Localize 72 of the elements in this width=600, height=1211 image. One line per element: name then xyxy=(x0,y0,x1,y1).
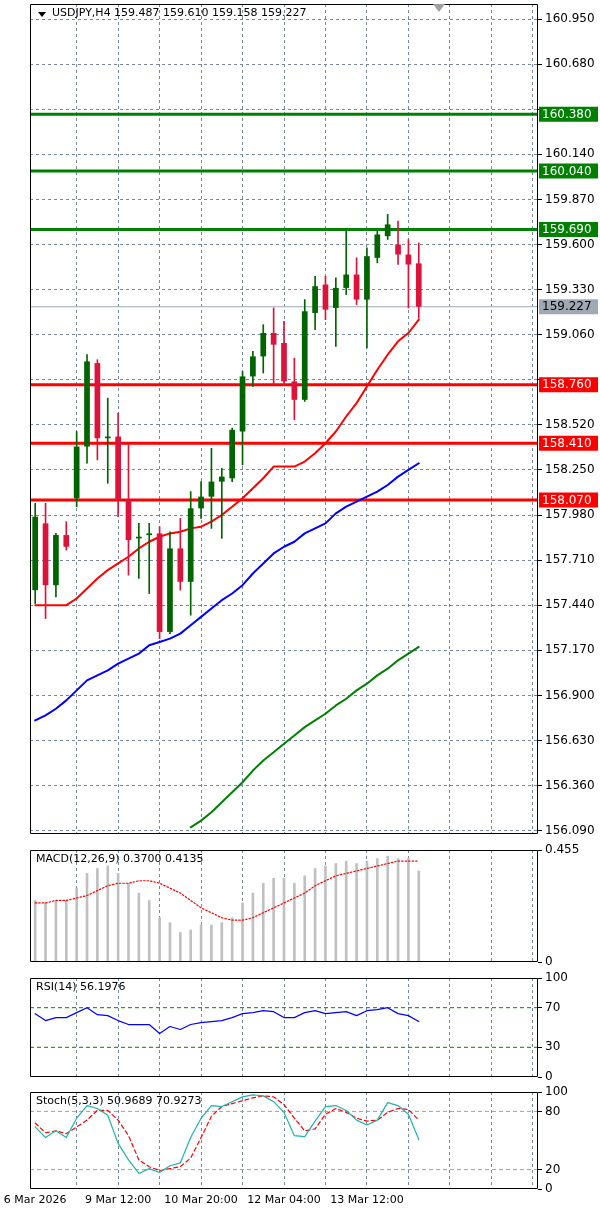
x-tick-label: 6 Mar 2026 xyxy=(3,1193,67,1207)
ref-line-label: 159.227 xyxy=(542,299,592,314)
bar xyxy=(407,858,410,962)
y-tick-label: 30 xyxy=(545,1039,561,1054)
candlestick xyxy=(395,220,401,265)
y-tick-label: 80 xyxy=(545,1103,561,1118)
y-tick-label: 160.140 xyxy=(545,146,595,161)
bar xyxy=(127,882,130,962)
y-tick-label: 159.330 xyxy=(545,281,595,296)
bar xyxy=(44,902,47,962)
y-tick-label: 0 xyxy=(545,954,553,969)
bar xyxy=(355,863,358,962)
y-tick-label: 156.090 xyxy=(545,822,595,837)
y-tick-label: 0.455 xyxy=(545,842,580,857)
candlestick xyxy=(343,230,350,295)
chart-title: Stoch(5,3,3) 50.9689 70.9273 xyxy=(36,1094,202,1108)
chart-title: RSI(14) 56.1976 xyxy=(36,980,126,994)
y-tick-label: 100 xyxy=(545,1084,568,1099)
bar xyxy=(75,887,78,962)
ref-line-label: 160.380 xyxy=(542,106,592,121)
bar xyxy=(147,900,151,962)
y-tick-label: 159.870 xyxy=(545,191,595,206)
bar xyxy=(220,922,224,962)
y-tick-label: 160.950 xyxy=(545,11,595,26)
x-tick-label: 10 Mar 20:00 xyxy=(164,1193,238,1207)
bar xyxy=(96,868,99,962)
y-tick-label: 156.360 xyxy=(545,777,595,792)
y-tick-label: 158.250 xyxy=(545,462,595,477)
y-tick-label: 157.710 xyxy=(545,552,595,567)
ref-line-label: 159.690 xyxy=(542,222,592,237)
x-tick-label: 13 Mar 12:00 xyxy=(330,1193,404,1207)
y-tick-label: 70 xyxy=(545,999,561,1014)
y-tick-label: 20 xyxy=(545,1161,561,1176)
bar xyxy=(64,900,68,962)
candlestick xyxy=(218,467,225,539)
y-tick-label: 160.680 xyxy=(545,56,595,71)
y-tick-label: 0 xyxy=(545,1069,553,1084)
y-tick-label: 159.600 xyxy=(545,236,595,251)
x-tick-label: 12 Mar 04:00 xyxy=(247,1193,321,1207)
y-tick-label: 159.060 xyxy=(545,326,595,341)
bar xyxy=(189,929,193,962)
x-tick-label: 9 Mar 12:00 xyxy=(84,1193,152,1207)
bar xyxy=(210,924,213,962)
bar xyxy=(324,865,327,962)
bar xyxy=(417,870,421,962)
bar xyxy=(303,875,307,962)
bar xyxy=(261,882,265,962)
bar xyxy=(179,932,182,962)
ref-line-label: 158.760 xyxy=(542,377,592,392)
bar xyxy=(106,865,110,962)
y-tick-label: 157.170 xyxy=(545,642,595,657)
bar xyxy=(375,858,379,962)
bar xyxy=(33,900,37,962)
y-tick-label: 156.900 xyxy=(545,687,595,702)
bar xyxy=(241,902,244,962)
bar xyxy=(344,860,348,962)
y-tick-label: 100 xyxy=(545,970,568,985)
ref-line-label: 158.410 xyxy=(542,435,592,450)
chart-title: USDJPY,H4 159.487 159.610 159.158 159.227 xyxy=(52,6,307,20)
ref-line-label: 160.040 xyxy=(542,163,592,178)
bar xyxy=(158,917,161,962)
bar xyxy=(293,882,296,962)
y-tick-label: 158.520 xyxy=(545,416,595,431)
bar xyxy=(272,877,275,962)
candlestick xyxy=(146,523,153,594)
chart-title: MACD(12,26,9) 0.3700 0.4135 xyxy=(36,852,204,866)
ref-line-label: 158.070 xyxy=(542,492,592,507)
y-tick-label: 157.980 xyxy=(545,507,595,522)
y-tick-label: 0 xyxy=(545,1181,553,1196)
y-tick-label: 156.630 xyxy=(545,732,595,747)
y-tick-label: 157.440 xyxy=(545,597,595,612)
bar xyxy=(386,855,389,962)
